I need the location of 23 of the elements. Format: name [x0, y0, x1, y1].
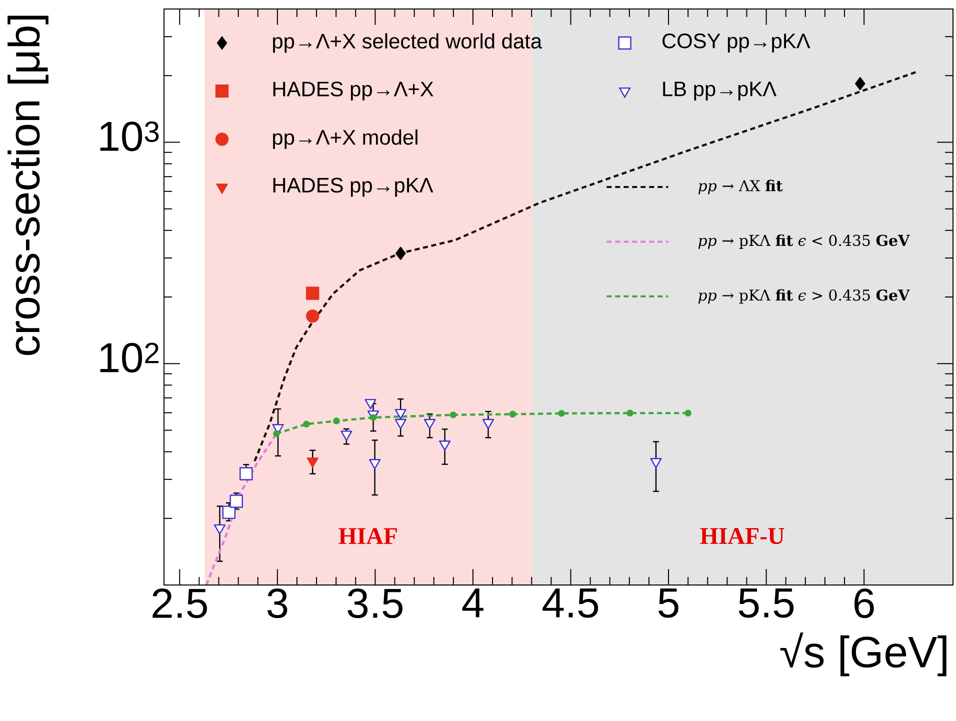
- y-tick-label: 10$^{2}$: [100, 342, 159, 373]
- x-tick-label: 6: [854, 588, 874, 618]
- legend-label: HADES pp→Λ+X: [273, 82, 434, 101]
- x-tick-label: 4: [462, 588, 484, 618]
- legend-label: pp→Λ+X model: [273, 129, 418, 149]
- legend-label: pp → pKΛ fit ϵ < 0.435 GeV: [698, 234, 910, 249]
- legend-label: pp → pKΛ fit ϵ > 0.435 GeV: [698, 289, 910, 304]
- x-tick-label: 3.5: [348, 588, 403, 618]
- y-tick-label: 10$^{3}$: [100, 121, 159, 152]
- x-tick-label: 2.5: [152, 588, 207, 618]
- x-tick-label: 3: [267, 588, 288, 618]
- x-tick-label: 5: [658, 588, 678, 618]
- band-label: HIAF-U: [700, 528, 784, 544]
- legend-label: COSY pp→pKΛ: [662, 34, 810, 52]
- x-axis-title: √s [GeV]: [780, 632, 946, 676]
- band-label: HIAF: [338, 528, 397, 544]
- legend-label: pp → ΛX fit: [698, 180, 783, 194]
- legend-label: pp→Λ+X selected world data: [273, 33, 542, 53]
- x-tick-label: 4.5: [542, 588, 598, 618]
- y-axis-title: cross-section [μb]: [8, 16, 48, 356]
- legend-label: HADES pp→pKΛ: [273, 178, 434, 197]
- x-tick-label: 5.5: [738, 588, 794, 618]
- legend-label: LB pp→pKΛ: [663, 82, 776, 100]
